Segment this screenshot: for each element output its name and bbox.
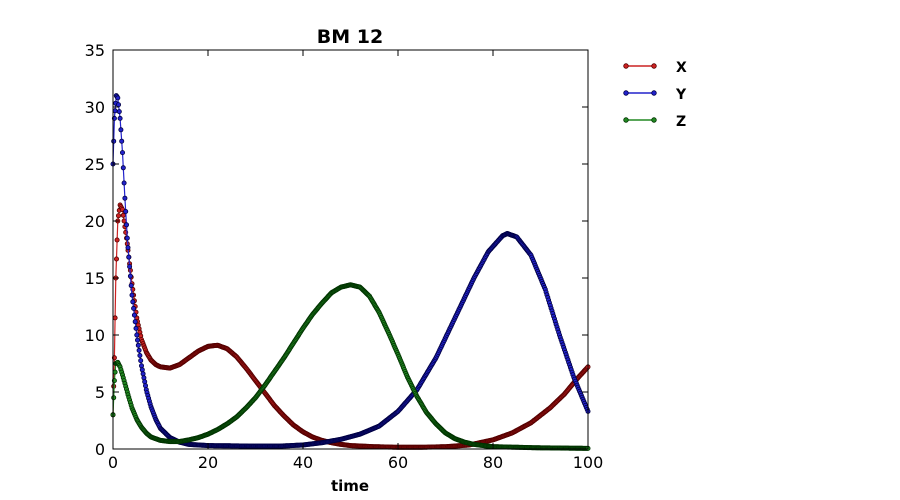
data-point bbox=[128, 283, 134, 289]
data-point bbox=[120, 165, 126, 171]
data-point bbox=[142, 383, 148, 389]
y-tick-label: 15 bbox=[85, 269, 105, 288]
data-point bbox=[140, 371, 146, 377]
legend-swatch-marker bbox=[651, 63, 657, 69]
data-point bbox=[119, 138, 125, 144]
legend-swatch-marker bbox=[623, 63, 629, 69]
plot-area bbox=[113, 50, 588, 449]
legend-item-x: X bbox=[623, 60, 687, 76]
data-point bbox=[123, 208, 129, 214]
data-point bbox=[122, 195, 128, 201]
plot-frame bbox=[112, 49, 589, 450]
data-point bbox=[138, 363, 144, 369]
data-point bbox=[112, 369, 118, 375]
data-point bbox=[135, 342, 141, 348]
data-point bbox=[121, 180, 127, 186]
x-tick-label: 20 bbox=[198, 453, 218, 472]
series-z bbox=[110, 282, 591, 451]
x-tick-label: 60 bbox=[388, 453, 408, 472]
data-point bbox=[111, 138, 117, 144]
legend-item-z: Z bbox=[623, 114, 686, 130]
data-point bbox=[115, 95, 121, 101]
data-point bbox=[125, 245, 131, 251]
y-axis: 0 5 10 15 20 25 30 35 bbox=[85, 41, 588, 459]
data-point bbox=[114, 256, 120, 262]
data-point bbox=[127, 264, 133, 270]
data-point bbox=[116, 102, 122, 108]
data-point bbox=[124, 235, 130, 241]
data-point bbox=[136, 347, 142, 353]
y-tick-label: 0 bbox=[95, 440, 105, 459]
data-point bbox=[116, 213, 122, 219]
data-point bbox=[137, 352, 143, 358]
data-point bbox=[142, 379, 148, 385]
y-tick-label: 5 bbox=[95, 383, 105, 402]
data-point bbox=[126, 254, 132, 260]
data-point bbox=[114, 237, 120, 243]
x-tick-label: 0 bbox=[108, 453, 118, 472]
chart-title: BM 12 bbox=[317, 26, 383, 48]
y-tick-label: 25 bbox=[85, 155, 105, 174]
data-point bbox=[124, 222, 130, 228]
x-axis: 0 20 40 60 80 100 bbox=[108, 50, 603, 472]
legend-item-y: Y bbox=[623, 87, 687, 103]
legend-label: Y bbox=[675, 87, 687, 103]
legend-swatch-marker bbox=[623, 117, 629, 123]
series-y bbox=[110, 93, 591, 449]
data-point bbox=[117, 115, 123, 121]
y-tick-label: 30 bbox=[85, 98, 105, 117]
data-point bbox=[131, 312, 137, 318]
x-tick-label: 40 bbox=[293, 453, 313, 472]
series-layer bbox=[110, 93, 591, 451]
data-point bbox=[132, 319, 138, 325]
data-point bbox=[116, 109, 122, 115]
data-point bbox=[134, 337, 140, 343]
legend-swatch-marker bbox=[651, 117, 657, 123]
data-point bbox=[111, 395, 117, 401]
data-point bbox=[139, 367, 145, 373]
data-point bbox=[118, 127, 124, 133]
data-point bbox=[120, 212, 126, 218]
x-tick-label: 100 bbox=[573, 453, 604, 472]
data-point bbox=[133, 325, 139, 331]
data-point bbox=[112, 108, 118, 114]
x-tick-label: 80 bbox=[483, 453, 503, 472]
data-point bbox=[129, 292, 135, 298]
data-point bbox=[121, 218, 127, 224]
data-point bbox=[127, 273, 133, 279]
legend-swatch-marker bbox=[623, 90, 629, 96]
data-point bbox=[138, 358, 144, 364]
y-tick-label: 35 bbox=[85, 41, 105, 60]
legend-swatch-marker bbox=[651, 90, 657, 96]
y-tick-label: 10 bbox=[85, 326, 105, 345]
data-point bbox=[131, 305, 137, 311]
x-axis-label: time bbox=[331, 477, 369, 495]
legend-label: Z bbox=[676, 114, 686, 130]
legend: XYZ bbox=[623, 60, 687, 130]
y-tick-label: 20 bbox=[85, 212, 105, 231]
data-point bbox=[141, 375, 147, 381]
data-point bbox=[120, 150, 126, 156]
data-point bbox=[112, 315, 118, 321]
data-point bbox=[130, 299, 136, 305]
legend-label: X bbox=[676, 60, 687, 76]
data-point bbox=[134, 332, 140, 338]
